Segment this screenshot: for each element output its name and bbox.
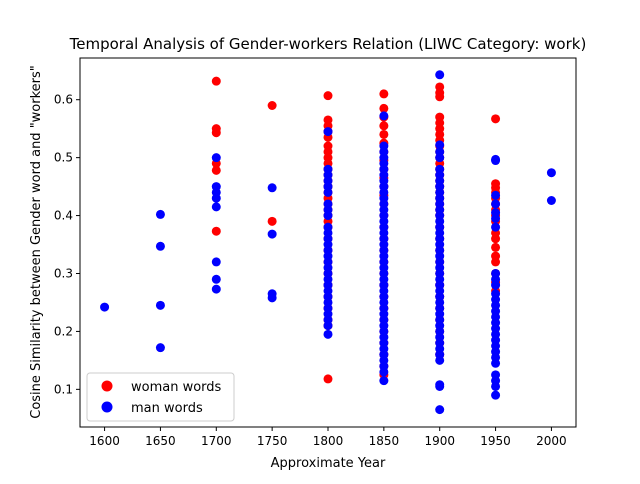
data-point (491, 199, 501, 209)
data-point (435, 92, 445, 102)
data-point (323, 211, 333, 221)
data-point (491, 190, 501, 200)
data-point (323, 187, 333, 197)
data-point (267, 293, 277, 303)
data-point (491, 257, 501, 267)
x-tick-label: 1700 (201, 434, 232, 448)
data-point (267, 183, 277, 193)
data-point (267, 101, 277, 110)
data-point (155, 241, 165, 251)
data-point (546, 196, 556, 205)
chart-title: Temporal Analysis of Gender-workers Rela… (69, 35, 587, 53)
x-tick-label: 1650 (145, 434, 176, 448)
data-point (379, 111, 389, 121)
data-point (491, 280, 501, 290)
data-point (491, 234, 501, 244)
data-point (211, 193, 221, 203)
series-man-words (100, 70, 556, 415)
data-point (491, 390, 501, 400)
x-axis-label: Approximate Year (271, 456, 386, 471)
data-point (491, 358, 501, 368)
legend-marker-man (101, 401, 113, 413)
y-tick-label: 0.4 (54, 209, 73, 223)
x-tick-label: 1750 (257, 434, 288, 448)
data-point (211, 128, 221, 138)
x-axis: 1600 1650 1700 1750 1800 1850 1900 1950 2000 (89, 427, 567, 448)
points-layer (100, 70, 556, 415)
data-point (435, 405, 445, 415)
data-point (379, 121, 389, 131)
x-tick-label: 1850 (369, 434, 400, 448)
data-point (323, 374, 333, 384)
data-point (546, 168, 556, 178)
data-point (491, 381, 501, 391)
data-point (267, 216, 277, 226)
legend: woman words man words (86, 372, 235, 422)
data-point (211, 202, 221, 212)
data-point (211, 226, 221, 236)
data-point (211, 165, 221, 175)
data-point (100, 302, 110, 312)
data-point (435, 355, 445, 365)
legend-box (86, 372, 235, 422)
y-axis: 0.1 0.2 0.3 0.4 0.5 0.6 (54, 93, 80, 396)
data-point (435, 70, 445, 80)
data-point (379, 103, 389, 113)
x-tick-label: 2000 (536, 434, 567, 448)
data-point (155, 300, 165, 310)
data-point (323, 127, 333, 137)
legend-marker-woman (101, 380, 113, 392)
x-tick-label: 1950 (480, 434, 511, 448)
y-tick-label: 0.3 (54, 266, 73, 280)
y-tick-label: 0.6 (54, 93, 73, 107)
data-point (211, 257, 221, 267)
data-point (323, 91, 333, 101)
x-tick-label: 1900 (424, 434, 455, 448)
y-axis-label: Cosine Similarity between Gender word an… (29, 65, 44, 419)
x-tick-label: 1600 (89, 434, 120, 448)
data-point (155, 209, 165, 219)
legend-label-woman: woman words (131, 380, 222, 395)
data-point (211, 284, 221, 294)
data-point (379, 367, 389, 377)
x-tick-label: 1800 (313, 434, 344, 448)
legend-label-man: man words (131, 401, 203, 416)
data-point (379, 376, 389, 386)
data-point (211, 274, 221, 284)
data-point (211, 153, 221, 163)
y-tick-label: 0.1 (54, 382, 73, 396)
y-tick-label: 0.2 (54, 324, 73, 338)
data-point (491, 156, 501, 166)
data-point (323, 329, 333, 339)
data-point (491, 222, 501, 232)
data-point (435, 153, 445, 163)
data-point (379, 89, 389, 99)
y-tick-label: 0.5 (54, 151, 73, 165)
data-point (435, 140, 445, 150)
data-point (211, 76, 221, 86)
data-point (491, 114, 501, 124)
data-point (155, 343, 165, 353)
data-point (491, 213, 501, 223)
data-point (323, 321, 333, 331)
data-point (379, 129, 389, 139)
data-point (491, 242, 501, 252)
data-point (435, 381, 445, 391)
data-point (267, 229, 277, 239)
